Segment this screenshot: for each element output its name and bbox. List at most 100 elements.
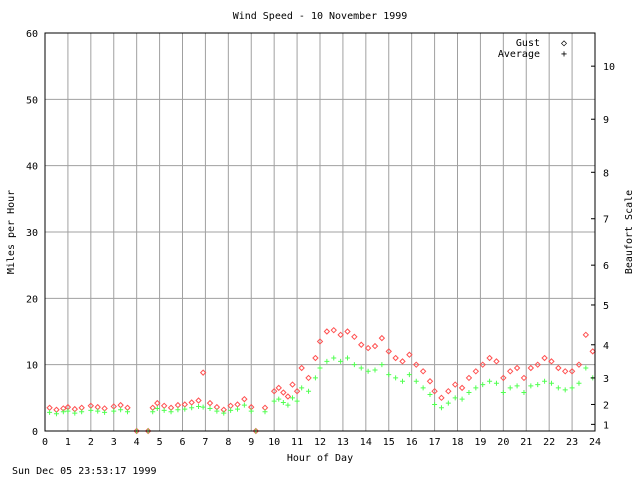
beaufort-tick-label: 10	[603, 62, 615, 73]
average-point	[228, 407, 234, 413]
average-point	[262, 409, 268, 415]
average-point	[285, 402, 291, 408]
x-tick-label: 20	[497, 437, 509, 448]
average-point	[487, 378, 493, 384]
gust-point	[199, 369, 207, 376]
average-point	[214, 408, 220, 414]
x-tick-label: 17	[429, 437, 441, 448]
gust-point	[154, 399, 161, 407]
gust-point	[406, 351, 413, 358]
x-tick-label: 18	[451, 437, 463, 448]
average-point	[154, 405, 160, 411]
average-point	[562, 387, 568, 393]
average-point	[445, 400, 451, 406]
average-point	[65, 408, 71, 414]
data-points	[46, 326, 596, 435]
x-tick-label: 24	[589, 437, 601, 448]
legend-gust-marker: ◇	[561, 38, 567, 49]
average-point	[379, 362, 385, 368]
average-point	[150, 409, 156, 415]
gust-point	[195, 397, 202, 404]
gust-point	[298, 364, 305, 372]
gust-point	[431, 387, 438, 395]
gust-point	[452, 381, 459, 388]
average-point	[271, 398, 277, 404]
average-point	[72, 410, 78, 416]
average-point	[294, 398, 300, 404]
beaufort-tick-label: 9	[603, 115, 609, 126]
average-point	[548, 380, 554, 386]
average-point	[53, 411, 59, 417]
average-point	[493, 380, 499, 386]
y-tick-label: 60	[26, 29, 38, 40]
average-point	[161, 407, 167, 413]
beaufort-tick-label: 7	[603, 215, 609, 226]
gust-point	[305, 374, 312, 382]
gust-point	[234, 401, 241, 408]
average-point	[207, 405, 213, 411]
gust-point	[241, 395, 248, 403]
x-tick-label: 2	[88, 437, 94, 448]
average-point	[413, 378, 419, 384]
x-tick-label: 5	[157, 437, 163, 448]
average-point	[235, 406, 240, 412]
average-point	[542, 378, 548, 384]
gust-point	[275, 384, 282, 392]
average-point	[280, 399, 286, 405]
y-tick-label: 10	[26, 361, 38, 372]
beaufort-tick-label: 8	[603, 168, 609, 179]
y-tick-label: 30	[26, 228, 38, 239]
gust-point	[399, 358, 406, 365]
average-point	[473, 385, 479, 391]
average-point	[466, 390, 472, 396]
x-tick-label: 3	[111, 437, 117, 448]
beaufort-tick-label: 3	[603, 374, 609, 385]
average-point	[118, 407, 124, 413]
gust-point	[330, 326, 337, 334]
beaufort-tick-label: 1	[603, 420, 609, 431]
average-point	[189, 405, 195, 411]
gust-point	[419, 368, 427, 375]
gust-point	[289, 381, 296, 388]
gust-point	[500, 374, 507, 382]
gust-point	[337, 331, 344, 339]
y-tick-label: 50	[26, 95, 38, 106]
average-point	[331, 355, 337, 361]
gust-point	[284, 393, 292, 400]
gust-point	[280, 389, 287, 396]
gust-point	[513, 364, 521, 372]
x-tick-label: 9	[248, 437, 254, 448]
x-tick-label: 21	[520, 437, 532, 448]
gust-point	[589, 348, 596, 355]
x-tick-label: 16	[406, 437, 418, 448]
y-tick-label: 0	[32, 427, 38, 438]
average-point	[168, 409, 174, 415]
gust-point	[507, 368, 514, 375]
average-point	[306, 388, 312, 394]
plot-frame	[44, 32, 596, 432]
x-tick-label: 8	[225, 437, 231, 448]
gust-point	[486, 354, 493, 362]
average-point	[555, 385, 561, 391]
average-point	[386, 372, 392, 378]
average-point	[500, 390, 506, 396]
average-point	[345, 355, 350, 361]
legend-gust-label: Gust	[516, 38, 540, 49]
y-tick-label: 40	[26, 162, 38, 173]
average-point	[317, 365, 323, 371]
x-tick-label: 23	[566, 437, 578, 448]
average-point	[60, 409, 66, 415]
beaufort-tick-label: 6	[603, 261, 609, 272]
average-point	[221, 410, 227, 416]
average-point	[324, 358, 330, 364]
average-point	[47, 409, 53, 415]
average-point	[175, 407, 181, 413]
x-tick-label: 4	[134, 437, 140, 448]
gust-point	[562, 368, 569, 375]
gust-point	[323, 328, 331, 335]
gust-point	[351, 333, 358, 341]
average-point	[459, 396, 465, 402]
x-tick-label: 7	[202, 437, 208, 448]
gust-point	[472, 368, 480, 375]
